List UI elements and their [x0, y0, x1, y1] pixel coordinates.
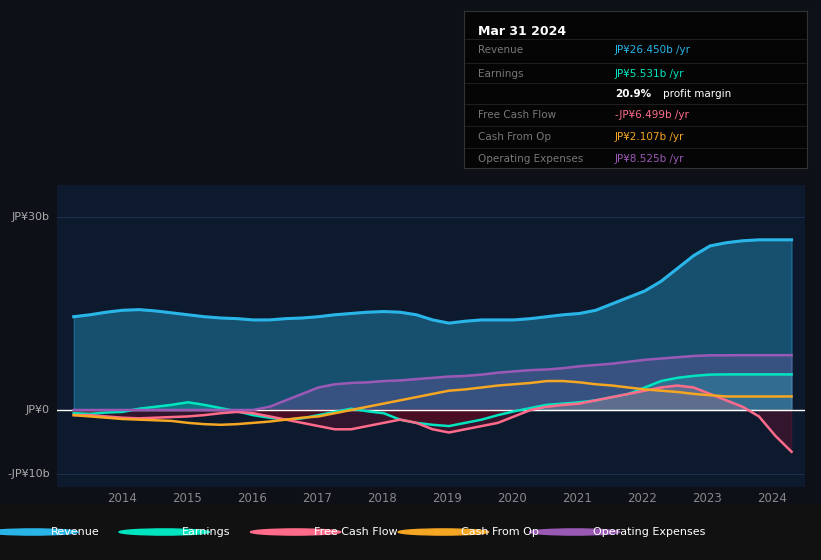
Text: Free Cash Flow: Free Cash Flow	[314, 527, 397, 537]
Text: Operating Expenses: Operating Expenses	[593, 527, 705, 537]
Circle shape	[250, 529, 341, 535]
Circle shape	[119, 529, 209, 535]
Text: JP¥2.107b /yr: JP¥2.107b /yr	[615, 132, 684, 142]
Text: -JP¥10b: -JP¥10b	[7, 469, 50, 479]
Text: JP¥0: JP¥0	[26, 405, 50, 415]
Text: JP¥5.531b /yr: JP¥5.531b /yr	[615, 69, 685, 79]
Text: Revenue: Revenue	[51, 527, 99, 537]
Text: Earnings: Earnings	[478, 69, 523, 79]
Text: JP¥30b: JP¥30b	[12, 212, 50, 222]
Text: -JP¥6.499b /yr: -JP¥6.499b /yr	[615, 110, 689, 120]
Circle shape	[0, 529, 78, 535]
Text: JP¥26.450b /yr: JP¥26.450b /yr	[615, 45, 690, 55]
Text: Cash From Op: Cash From Op	[478, 132, 551, 142]
Text: 20.9%: 20.9%	[615, 89, 651, 99]
Text: Revenue: Revenue	[478, 45, 523, 55]
Text: Mar 31 2024: Mar 31 2024	[478, 25, 566, 38]
Circle shape	[530, 529, 620, 535]
Text: JP¥8.525b /yr: JP¥8.525b /yr	[615, 153, 685, 164]
Text: Free Cash Flow: Free Cash Flow	[478, 110, 556, 120]
Text: Cash From Op: Cash From Op	[461, 527, 539, 537]
Text: profit margin: profit margin	[663, 89, 732, 99]
Text: Operating Expenses: Operating Expenses	[478, 153, 583, 164]
Text: Earnings: Earnings	[182, 527, 231, 537]
Circle shape	[398, 529, 488, 535]
